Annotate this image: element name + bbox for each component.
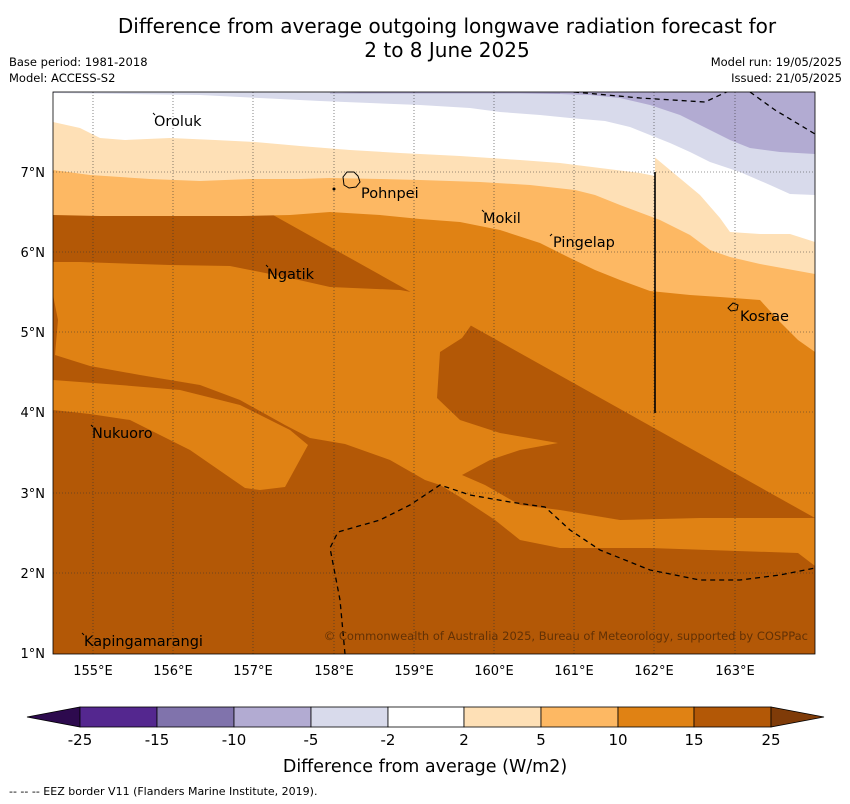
colorbar [26,706,825,728]
colorbar-title: Difference from average (W/m2) [283,757,567,777]
label-pingelap: Pingelap [553,235,615,251]
label-nukuoro: Nukuoro [92,426,153,442]
place-markers [81,112,553,636]
colorbar-tick: -25 [68,731,93,749]
colorbar-min-extension [26,706,81,728]
colorbar-segment-1 [79,706,158,728]
lat-label-4n: 4°N [21,406,46,421]
colorbar-segment-6 [463,706,542,728]
model-run: Model run: 19/05/2025 [710,55,842,69]
lon-label-163e: 163°E [715,664,755,679]
meta-right: Model run: 19/05/2025 Issued: 21/05/2025 [711,54,842,86]
lon-label-156e: 156°E [153,664,193,679]
colorbar-tick: 15 [684,731,703,749]
lon-label-159e: 159°E [394,664,434,679]
lat-label-1n: 1°N [21,647,46,662]
pohnpei-outline-icon [342,171,361,189]
islands [332,171,739,312]
title-line-1: Difference from average outgoing longwav… [117,14,777,38]
latitude-axis: 7°N 6°N 5°N 4°N 3°N 2°N 1°N [21,166,46,662]
colorbar-segment-5 [387,706,465,728]
title-line-2: 2 to 8 June 2025 [364,38,530,62]
label-ngatik: Ngatik [267,267,315,283]
colorbar-segment-7 [540,706,619,728]
lon-label-160e: 160°E [474,664,514,679]
label-oroluk: Oroluk [154,114,202,130]
lon-label-155e: 155°E [73,664,113,679]
colorbar-tick: 10 [608,731,627,749]
colorbar-tick: 2 [459,731,469,749]
colorbar-tick: -5 [304,731,319,749]
colorbar-segment-4 [310,706,389,728]
colorbar-ticks: -25 -15 -10 -5 -2 2 5 10 15 25 [68,731,781,749]
colorbar-segment-3 [233,706,312,728]
longitude-axis: 155°E 156°E 157°E 158°E 159°E 160°E 161°… [73,664,755,679]
colorbar-tick: 25 [761,731,780,749]
colorbar-tick: -15 [145,731,170,749]
meta-left: Base period: 1981-2018 Model: ACCESS-S2 [9,54,148,86]
lat-label-3n: 3°N [21,487,46,502]
colorbar-max-extension [770,706,825,728]
colorbar-segment-2 [156,706,235,728]
lon-label-157e: 157°E [233,664,273,679]
label-kapingamarangi: Kapingamarangi [84,634,203,650]
issued-date: Issued: 21/05/2025 [731,71,842,85]
copyright-text: © Commonwealth of Australia 2025, Bureau… [324,629,808,643]
anomaly-field [53,92,815,654]
base-period: Base period: 1981-2018 [9,55,148,69]
lat-label-7n: 7°N [21,166,46,181]
colorbar-tick: -10 [222,731,247,749]
lat-label-2n: 2°N [21,567,46,582]
band-neg10-neg5 [320,92,815,154]
colorbar-segment-8 [617,706,695,728]
eez-note: -- -- -- EEZ border V11 (Flanders Marine… [9,785,318,798]
band-neg5-neg2 [53,92,815,195]
label-pohnpei: Pohnpei [361,186,419,202]
label-kosrae: Kosrae [740,309,789,325]
map-title: Difference from average outgoing longwav… [0,14,850,62]
lat-label-6n: 6°N [21,246,46,261]
band-10-15-lobe [53,380,308,490]
eez-borders [329,92,815,654]
map-frame [52,91,816,655]
model-name: Model: ACCESS-S2 [9,71,116,85]
colorbar-tick: -2 [381,731,396,749]
lat-label-5n: 5°N [21,326,46,341]
lon-label-162e: 162°E [634,664,674,679]
band-neg15-neg10 [330,92,560,94]
lon-label-158e: 158°E [314,664,354,679]
kosrae-outline-icon [727,302,739,312]
lon-label-161e: 161°E [554,664,594,679]
colorbar-tick: 5 [536,731,546,749]
band-neg2-2-left [53,92,655,176]
place-labels: Oroluk Pohnpei Mokil Pingelap Ngatik Kos… [84,114,789,650]
label-mokil: Mokil [483,211,521,227]
graticule [53,92,815,654]
colorbar-segment-9 [693,706,772,728]
